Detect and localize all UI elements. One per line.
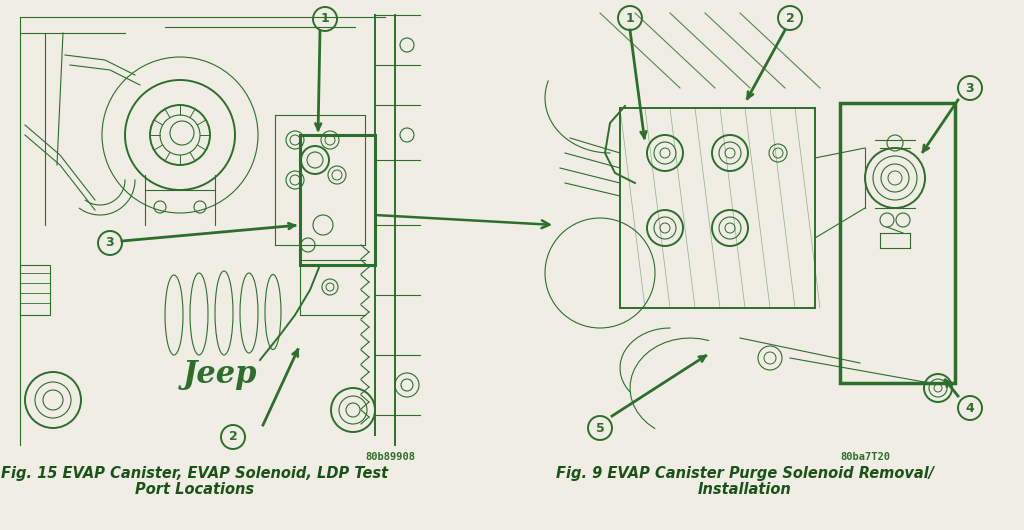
Text: 5: 5 — [596, 421, 604, 435]
Text: Port Locations: Port Locations — [135, 482, 255, 497]
Bar — [300, 135, 375, 265]
Bar — [840, 103, 955, 383]
Text: 4: 4 — [966, 402, 975, 414]
Text: Fig. 9 EVAP Canister Purge Solenoid Removal/: Fig. 9 EVAP Canister Purge Solenoid Remo… — [556, 466, 934, 481]
Text: 3: 3 — [105, 236, 115, 250]
Text: 80b89908: 80b89908 — [365, 452, 415, 462]
Text: 1: 1 — [321, 13, 330, 25]
Text: Fig. 15 EVAP Canister, EVAP Solenoid, LDP Test: Fig. 15 EVAP Canister, EVAP Solenoid, LD… — [1, 466, 388, 481]
Text: 1: 1 — [626, 12, 635, 24]
Bar — [20, 265, 50, 315]
Text: 3: 3 — [966, 82, 974, 94]
Text: Installation: Installation — [698, 482, 792, 497]
Text: Jeep: Jeep — [182, 359, 257, 391]
Text: 2: 2 — [785, 12, 795, 24]
Text: 80ba7T20: 80ba7T20 — [840, 452, 890, 462]
Text: 2: 2 — [228, 430, 238, 444]
